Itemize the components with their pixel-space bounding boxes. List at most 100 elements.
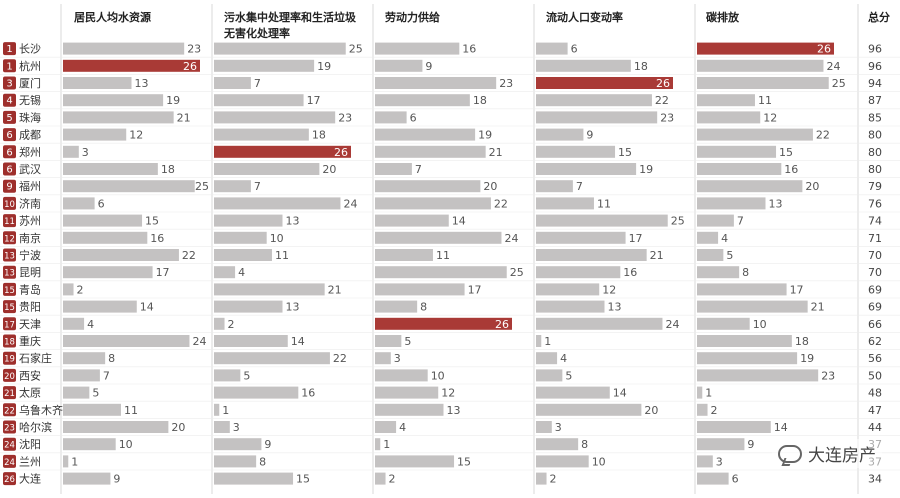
bar bbox=[375, 421, 397, 433]
bar bbox=[63, 386, 90, 399]
bar bbox=[375, 403, 444, 416]
value-label: 9 bbox=[425, 60, 432, 73]
rank-number: 23 bbox=[4, 424, 15, 434]
bar bbox=[536, 180, 573, 193]
bar bbox=[697, 197, 766, 210]
city-name: 石家庄 bbox=[19, 351, 52, 365]
value-label: 15 bbox=[779, 146, 793, 159]
bar bbox=[697, 352, 798, 365]
bar bbox=[63, 163, 158, 175]
bar bbox=[214, 369, 241, 382]
value-label: 22 bbox=[655, 94, 669, 107]
rank-number: 6 bbox=[6, 130, 12, 141]
total-score: 70 bbox=[868, 266, 882, 279]
bar bbox=[375, 111, 407, 124]
bar bbox=[375, 163, 412, 175]
bar bbox=[375, 335, 402, 347]
bar bbox=[375, 128, 476, 141]
city-name: 郑州 bbox=[19, 145, 41, 159]
value-label: 14 bbox=[613, 387, 627, 400]
bar bbox=[536, 59, 631, 72]
bar bbox=[536, 421, 552, 433]
value-label: 21 bbox=[177, 111, 191, 124]
bar bbox=[536, 386, 610, 399]
bar bbox=[536, 145, 616, 158]
rank-badge bbox=[3, 196, 16, 210]
bar bbox=[63, 197, 95, 210]
city-name: 贵阳 bbox=[19, 301, 41, 314]
rank-badge bbox=[3, 128, 16, 142]
rank-badge bbox=[3, 317, 16, 331]
bar bbox=[697, 472, 729, 485]
bar bbox=[63, 317, 85, 330]
city-name: 大连 bbox=[19, 472, 41, 486]
value-label: 17 bbox=[790, 283, 804, 296]
value-label: 2 bbox=[711, 404, 718, 417]
rank-number: 26 bbox=[4, 475, 15, 485]
value-label: 16 bbox=[150, 232, 164, 245]
bar bbox=[536, 214, 668, 227]
header-total-score: 总分 bbox=[868, 11, 890, 24]
value-label: 17 bbox=[629, 232, 643, 245]
bar bbox=[214, 197, 341, 210]
value-label: 8 bbox=[108, 352, 115, 365]
value-label: 22 bbox=[333, 352, 347, 365]
bar bbox=[214, 317, 225, 330]
rank-badge bbox=[3, 351, 16, 365]
value-label: 24 bbox=[343, 197, 357, 210]
value-label: 21 bbox=[328, 283, 342, 296]
bar bbox=[214, 77, 251, 89]
total-score: 71 bbox=[868, 232, 882, 245]
bar bbox=[375, 231, 502, 244]
bar bbox=[63, 266, 153, 279]
rank-badge bbox=[3, 454, 16, 468]
rank-badge bbox=[3, 162, 16, 176]
bar bbox=[63, 300, 137, 313]
city-name: 武汉 bbox=[19, 163, 41, 176]
value-label: 5 bbox=[726, 249, 733, 262]
bar bbox=[214, 94, 304, 107]
total-score: 56 bbox=[868, 352, 882, 365]
rank-number: 3 bbox=[6, 79, 12, 90]
bar bbox=[697, 111, 761, 124]
bar bbox=[375, 214, 449, 227]
bar bbox=[697, 77, 829, 89]
value-label: 7 bbox=[254, 77, 261, 90]
value-label: 26 bbox=[656, 77, 670, 90]
value-label: 13 bbox=[769, 197, 783, 210]
value-label: 12 bbox=[602, 283, 616, 296]
bar bbox=[214, 266, 236, 279]
value-label: 24 bbox=[192, 335, 206, 348]
value-label: 13 bbox=[286, 215, 300, 228]
rank-number: 1 bbox=[6, 44, 12, 55]
bar bbox=[536, 197, 594, 210]
value-label: 1 bbox=[705, 387, 712, 400]
value-label: 23 bbox=[338, 111, 352, 124]
value-label: 8 bbox=[581, 438, 588, 451]
rank-number: 19 bbox=[4, 355, 15, 365]
bar bbox=[697, 42, 834, 55]
bar bbox=[536, 455, 589, 468]
rank-badge bbox=[3, 265, 16, 279]
total-score: 87 bbox=[868, 94, 882, 107]
bar bbox=[63, 472, 111, 485]
total-score: 74 bbox=[868, 215, 882, 228]
header-labor-supply: 劳动力供给 bbox=[385, 11, 440, 24]
value-label: 3 bbox=[394, 352, 401, 365]
bar bbox=[536, 94, 652, 107]
bar bbox=[697, 335, 792, 347]
rank-number: 15 bbox=[4, 286, 15, 296]
total-score: 47 bbox=[868, 404, 882, 417]
total-score: 96 bbox=[868, 60, 882, 73]
bar bbox=[697, 455, 713, 468]
bar bbox=[697, 249, 724, 261]
value-label: 26 bbox=[334, 146, 348, 159]
value-label: 14 bbox=[140, 301, 154, 314]
bar bbox=[214, 231, 267, 244]
city-name: 长沙 bbox=[19, 43, 41, 56]
city-name: 重庆 bbox=[19, 334, 41, 348]
bar bbox=[697, 317, 750, 330]
city-name: 沈阳 bbox=[19, 437, 41, 451]
value-label: 22 bbox=[182, 249, 196, 262]
